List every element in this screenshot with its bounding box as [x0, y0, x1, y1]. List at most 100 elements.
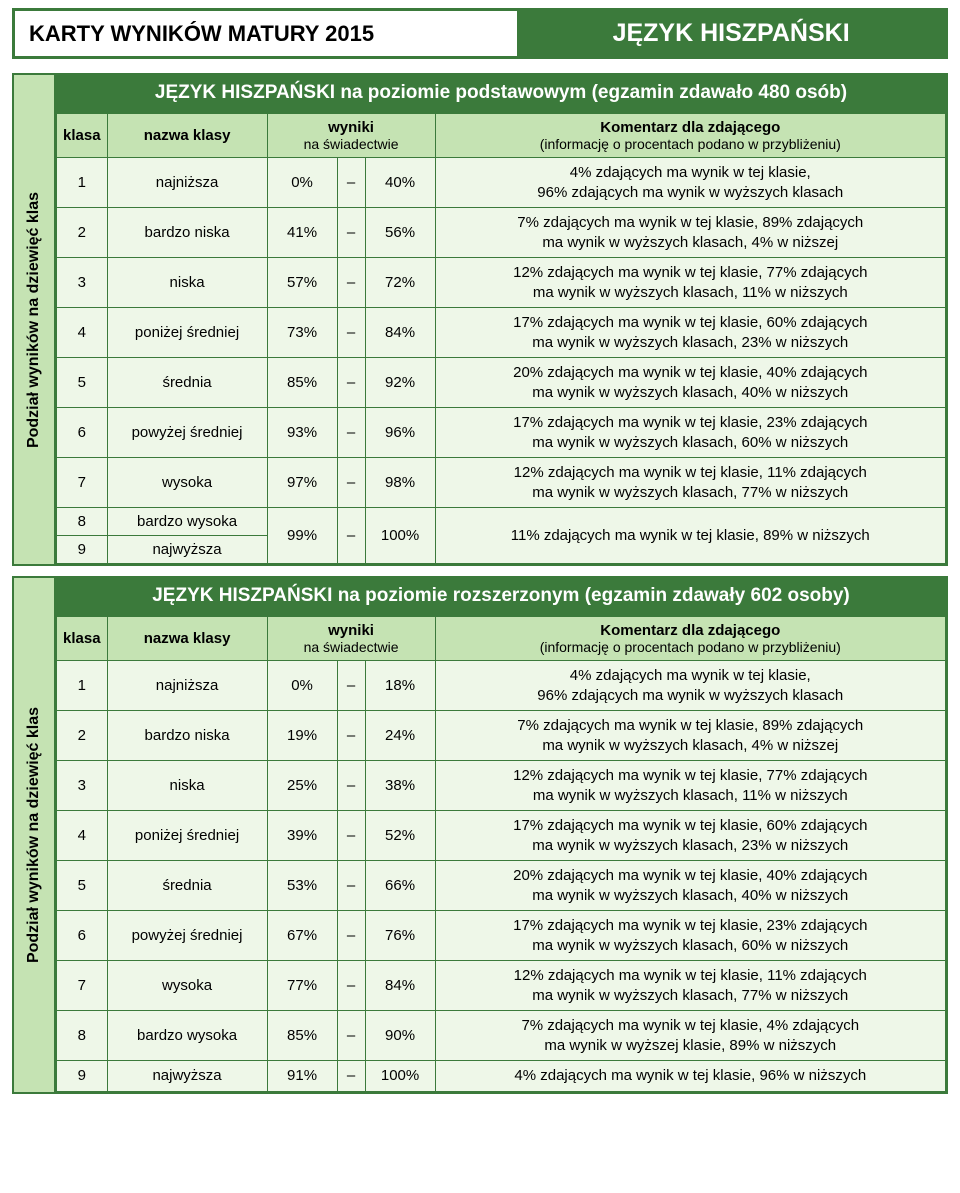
col-komentarz: Komentarz dla zdającego(informację o pro…	[435, 617, 945, 661]
header-left-title: KARTY WYNIKÓW MATURY 2015	[15, 11, 517, 56]
cell-range-from: 91%	[267, 1061, 337, 1092]
cell-comment: 7% zdających ma wynik w tej klasie, 89% …	[435, 208, 945, 258]
table-row: 8bardzo wysoka99%–100%11% zdających ma w…	[57, 508, 946, 536]
cell-range-to: 100%	[365, 508, 435, 564]
cell-range-from: 41%	[267, 208, 337, 258]
table-row: 8bardzo wysoka85%–90%7% zdających ma wyn…	[57, 1011, 946, 1061]
cell-nazwa: wysoka	[107, 961, 267, 1011]
cell-klasa: 8	[57, 508, 108, 536]
col-wyniki: wynikina świadectwie	[267, 114, 435, 158]
vertical-label-bar: Podział wyników na dziewięć klas	[14, 75, 56, 564]
table-row: 7wysoka77%–84%12% zdających ma wynik w t…	[57, 961, 946, 1011]
cell-klasa: 9	[57, 1061, 108, 1092]
cell-klasa: 7	[57, 458, 108, 508]
cell-range-dash: –	[337, 1061, 365, 1092]
table-row: 4poniżej średniej73%–84%17% zdających ma…	[57, 308, 946, 358]
cell-comment: 4% zdających ma wynik w tej klasie, 96% …	[435, 1061, 945, 1092]
cell-range-from: 85%	[267, 1011, 337, 1061]
cell-range-dash: –	[337, 408, 365, 458]
cell-range-dash: –	[337, 711, 365, 761]
cell-comment: 4% zdających ma wynik w tej klasie,96% z…	[435, 158, 945, 208]
cell-nazwa: najniższa	[107, 661, 267, 711]
cell-klasa: 5	[57, 861, 108, 911]
cell-klasa: 7	[57, 961, 108, 1011]
table-row: 7wysoka97%–98%12% zdających ma wynik w t…	[57, 458, 946, 508]
cell-klasa: 1	[57, 661, 108, 711]
cell-range-to: 24%	[365, 711, 435, 761]
section-title: JĘZYK HISZPAŃSKI na poziomie podstawowym…	[56, 75, 946, 113]
cell-nazwa: bardzo niska	[107, 208, 267, 258]
cell-range-to: 56%	[365, 208, 435, 258]
cell-klasa: 3	[57, 258, 108, 308]
cell-range-from: 67%	[267, 911, 337, 961]
table-row: 3niska57%–72%12% zdających ma wynik w te…	[57, 258, 946, 308]
cell-klasa: 1	[57, 158, 108, 208]
cell-range-from: 77%	[267, 961, 337, 1011]
cell-range-to: 72%	[365, 258, 435, 308]
header-right-title: JĘZYK HISZPAŃSKI	[517, 11, 945, 56]
cell-range-from: 99%	[267, 508, 337, 564]
cell-range-dash: –	[337, 661, 365, 711]
cell-comment: 11% zdających ma wynik w tej klasie, 89%…	[435, 508, 945, 564]
table-row: 5średnia53%–66%20% zdających ma wynik w …	[57, 861, 946, 911]
cell-range-to: 76%	[365, 911, 435, 961]
cell-klasa: 4	[57, 308, 108, 358]
cell-klasa: 4	[57, 811, 108, 861]
cell-range-from: 25%	[267, 761, 337, 811]
cell-comment: 17% zdających ma wynik w tej klasie, 23%…	[435, 408, 945, 458]
table-row: 6powyżej średniej67%–76%17% zdających ma…	[57, 911, 946, 961]
table-row: 4poniżej średniej39%–52%17% zdających ma…	[57, 811, 946, 861]
cell-nazwa: niska	[107, 258, 267, 308]
cell-range-from: 73%	[267, 308, 337, 358]
cell-range-from: 0%	[267, 661, 337, 711]
cell-range-dash: –	[337, 458, 365, 508]
col-nazwa: nazwa klasy	[107, 114, 267, 158]
cell-range-dash: –	[337, 358, 365, 408]
cell-range-dash: –	[337, 258, 365, 308]
cell-range-from: 39%	[267, 811, 337, 861]
cell-range-to: 40%	[365, 158, 435, 208]
cell-range-from: 0%	[267, 158, 337, 208]
cell-klasa: 9	[57, 536, 108, 564]
table-row: 1najniższa0%–40%4% zdających ma wynik w …	[57, 158, 946, 208]
cell-range-to: 98%	[365, 458, 435, 508]
cell-nazwa: średnia	[107, 861, 267, 911]
cell-comment: 7% zdających ma wynik w tej klasie, 89% …	[435, 711, 945, 761]
cell-nazwa: średnia	[107, 358, 267, 408]
section-body: JĘZYK HISZPAŃSKI na poziomie podstawowym…	[56, 75, 946, 564]
cell-comment: 17% zdających ma wynik w tej klasie, 23%…	[435, 911, 945, 961]
section-block: Podział wyników na dziewięć klasJĘZYK HI…	[12, 73, 948, 566]
cell-range-dash: –	[337, 158, 365, 208]
cell-range-from: 97%	[267, 458, 337, 508]
cell-range-to: 38%	[365, 761, 435, 811]
col-nazwa: nazwa klasy	[107, 617, 267, 661]
cell-comment: 17% zdających ma wynik w tej klasie, 60%…	[435, 308, 945, 358]
cell-range-to: 96%	[365, 408, 435, 458]
cell-klasa: 6	[57, 911, 108, 961]
page-header: KARTY WYNIKÓW MATURY 2015 JĘZYK HISZPAŃS…	[12, 8, 948, 59]
table-row: 9najwyższa91%–100%4% zdających ma wynik …	[57, 1061, 946, 1092]
cell-comment: 12% zdających ma wynik w tej klasie, 11%…	[435, 458, 945, 508]
cell-comment: 17% zdających ma wynik w tej klasie, 60%…	[435, 811, 945, 861]
cell-klasa: 8	[57, 1011, 108, 1061]
col-komentarz: Komentarz dla zdającego(informację o pro…	[435, 114, 945, 158]
vertical-label-text: Podział wyników na dziewięć klas	[25, 707, 43, 963]
section-title: JĘZYK HISZPAŃSKI na poziomie rozszerzony…	[56, 578, 946, 616]
section-block: Podział wyników na dziewięć klas JĘZYK HI…	[12, 576, 948, 1094]
cell-nazwa: bardzo niska	[107, 711, 267, 761]
cell-range-dash: –	[337, 961, 365, 1011]
cell-range-from: 53%	[267, 861, 337, 911]
section-body: JĘZYK HISZPAŃSKI na poziomie rozszerzony…	[56, 578, 946, 1092]
cell-klasa: 6	[57, 408, 108, 458]
cell-range-from: 85%	[267, 358, 337, 408]
cell-nazwa: poniżej średniej	[107, 811, 267, 861]
cell-comment: 4% zdających ma wynik w tej klasie,96% z…	[435, 661, 945, 711]
cell-nazwa: wysoka	[107, 458, 267, 508]
cell-nazwa: najniższa	[107, 158, 267, 208]
col-klasa: klasa	[57, 617, 108, 661]
cell-comment: 12% zdających ma wynik w tej klasie, 77%…	[435, 258, 945, 308]
cell-range-to: 18%	[365, 661, 435, 711]
cell-range-to: 52%	[365, 811, 435, 861]
cell-range-to: 92%	[365, 358, 435, 408]
cell-nazwa: poniżej średniej	[107, 308, 267, 358]
